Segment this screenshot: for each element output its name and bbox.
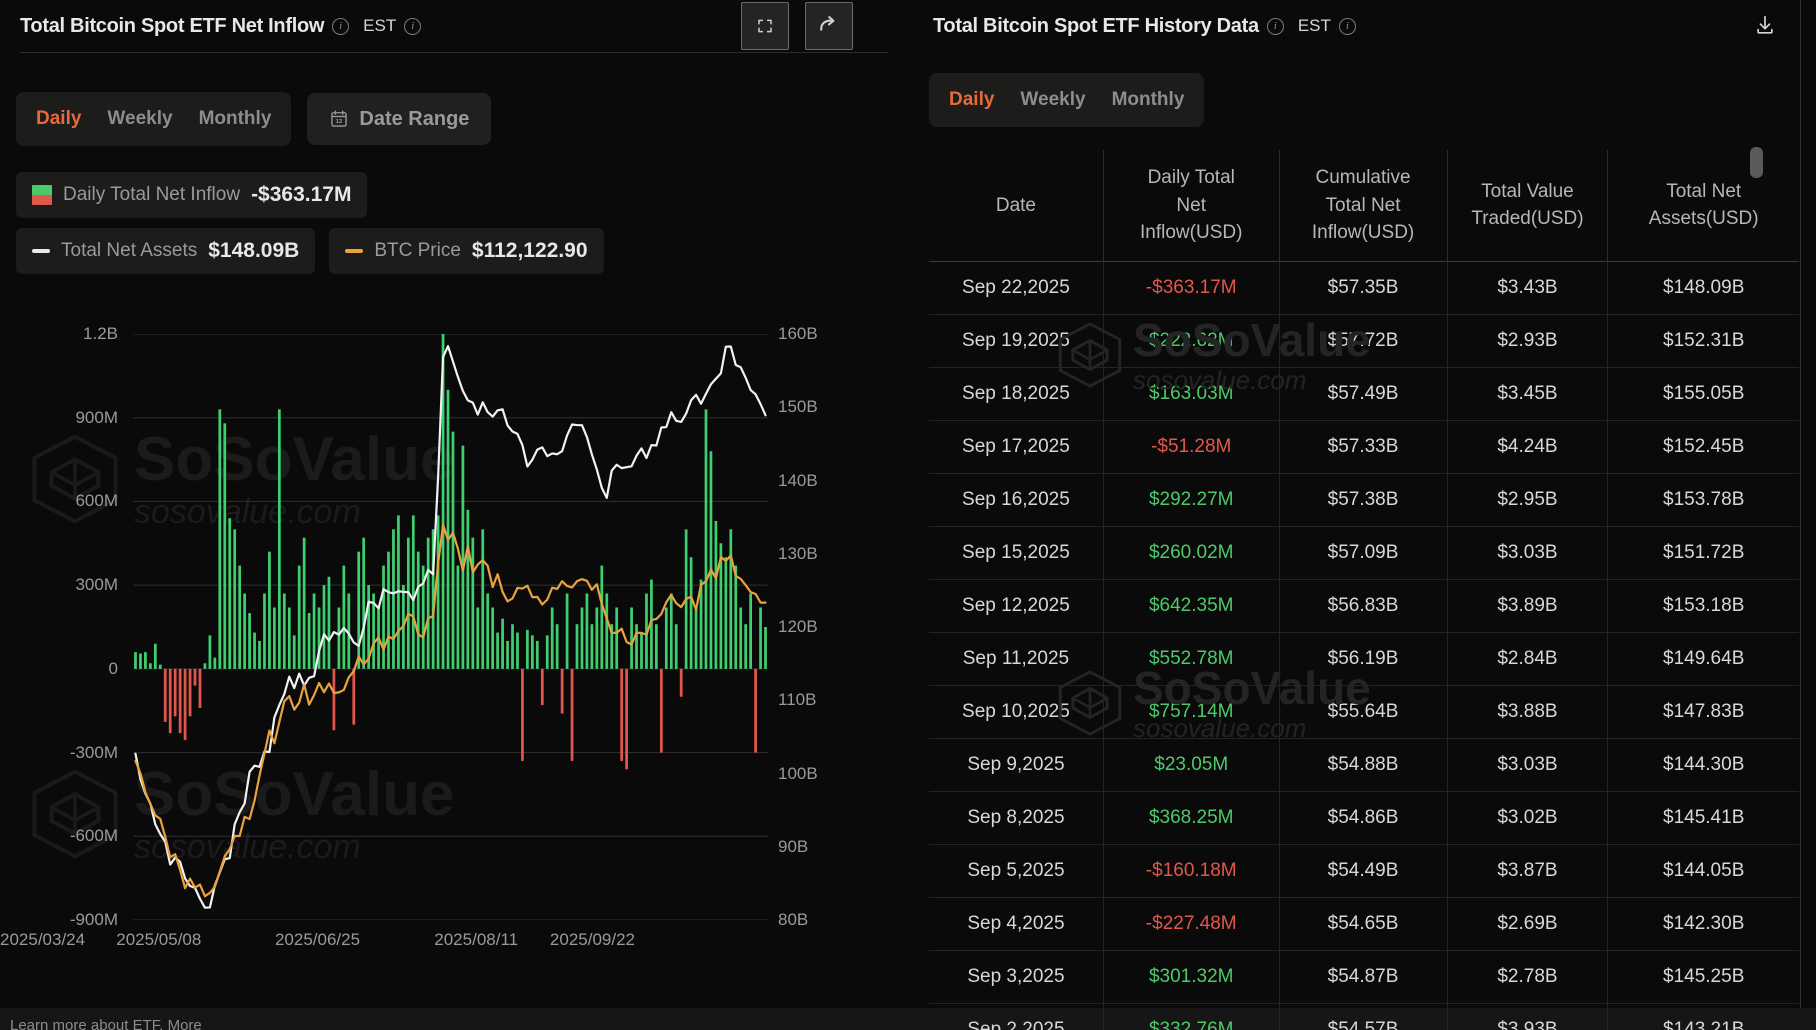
svg-text:12: 12: [336, 119, 343, 125]
